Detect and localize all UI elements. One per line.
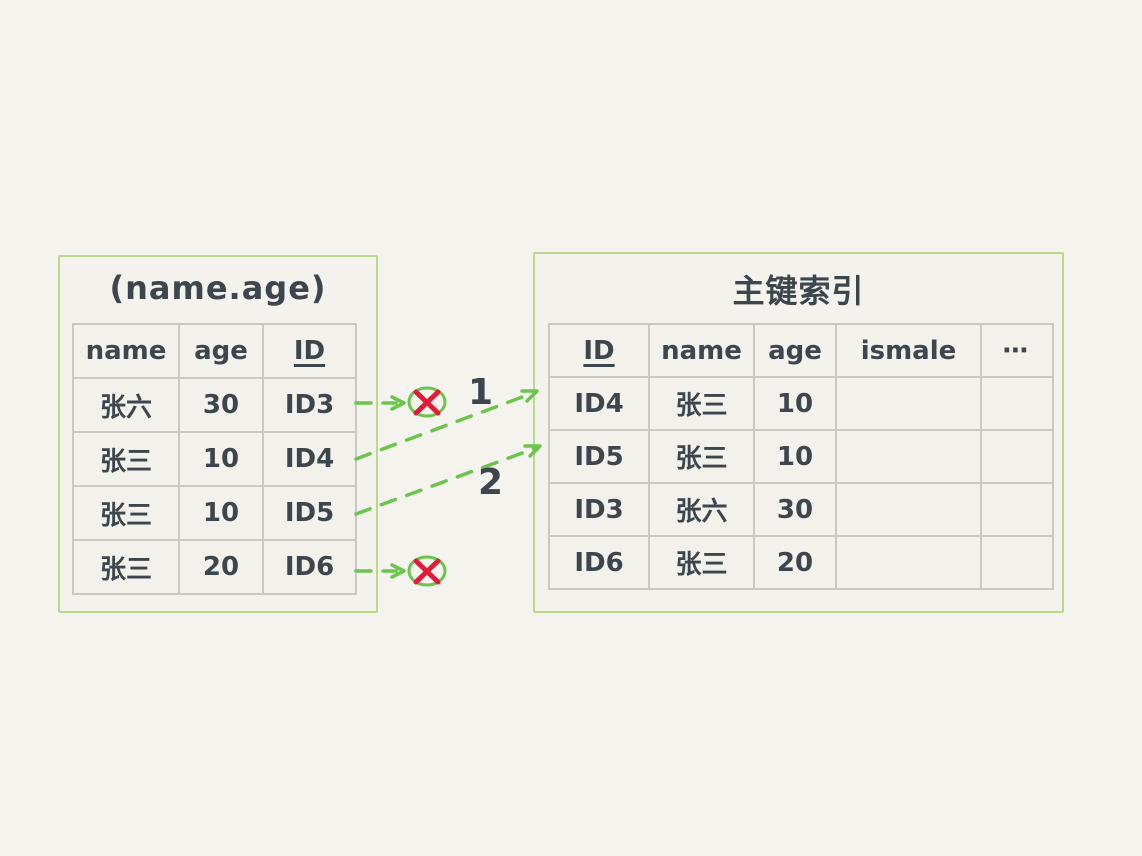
cell-id: ID6 — [548, 535, 650, 590]
cell-name: 张三 — [648, 376, 755, 431]
x-mark-icon — [407, 555, 447, 587]
cell-age: 10 — [753, 429, 837, 484]
table-row: ID5 张三 10 — [548, 429, 1054, 484]
cell-id: ID5 — [548, 429, 650, 484]
cell-age: 30 — [178, 377, 264, 433]
cell-id: ID3 — [262, 377, 357, 433]
cell-ismale — [835, 429, 982, 484]
col-header-id: ID — [548, 323, 650, 378]
cell-ismale — [835, 535, 982, 590]
cell-age: 10 — [178, 431, 264, 487]
cell-age: 10 — [178, 485, 264, 541]
cell-id: ID6 — [262, 539, 357, 595]
step-label-1: 1 — [468, 372, 494, 413]
col-header-id: ID — [262, 323, 357, 379]
cell-id: ID5 — [262, 485, 357, 541]
table-row: 张三 20 ID6 — [72, 539, 357, 595]
cell-age: 20 — [753, 535, 837, 590]
cell-age: 30 — [753, 482, 837, 537]
secondary-index-panel: (name.age) name age ID 张六 30 ID3 张三 — [58, 255, 378, 613]
step-label-2: 2 — [478, 462, 504, 503]
cell-ellipsis — [980, 535, 1054, 590]
cell-name: 张六 — [648, 482, 755, 537]
col-header-age: age — [753, 323, 837, 378]
cell-age: 20 — [178, 539, 264, 595]
cell-ismale — [835, 376, 982, 431]
table-row: 张三 10 ID4 — [72, 431, 357, 487]
cell-age: 10 — [753, 376, 837, 431]
primary-index-panel: 主键索引 ID name age ismale ⋯ ID4 张三 10 — [533, 252, 1064, 613]
left-table-title: (name.age) — [109, 269, 327, 307]
col-header-name: name — [72, 323, 180, 379]
col-header-ismale: ismale — [835, 323, 982, 378]
cell-id: ID4 — [548, 376, 650, 431]
col-header-ellipsis: ⋯ — [980, 323, 1054, 378]
dashed-arrow-id5 — [354, 444, 542, 516]
dashed-arrow-id4 — [354, 389, 539, 461]
table-row: ID4 张三 10 — [548, 376, 1054, 431]
cell-ellipsis — [980, 376, 1054, 431]
primary-index-table: ID name age ismale ⋯ ID4 张三 10 ID5 张三 — [548, 323, 1054, 590]
cell-ellipsis — [980, 482, 1054, 537]
cell-name: 张三 — [72, 539, 180, 595]
cell-id: ID3 — [548, 482, 650, 537]
table-row: ID6 张三 20 — [548, 535, 1054, 590]
header-row: ID name age ismale ⋯ — [548, 323, 1054, 378]
header-row: name age ID — [72, 323, 357, 379]
table-row: ID3 张六 30 — [548, 482, 1054, 537]
cell-ismale — [835, 482, 982, 537]
table-row: 张六 30 ID3 — [72, 377, 357, 433]
table-row: 张三 10 ID5 — [72, 485, 357, 541]
secondary-index-table: name age ID 张六 30 ID3 张三 10 ID4 张三 — [72, 323, 357, 595]
cell-name: 张六 — [72, 377, 180, 433]
col-header-age: age — [178, 323, 264, 379]
cell-name: 张三 — [648, 429, 755, 484]
x-mark-icon — [407, 386, 447, 418]
col-header-name: name — [648, 323, 755, 378]
cell-ellipsis — [980, 429, 1054, 484]
cell-name: 张三 — [72, 485, 180, 541]
cell-name: 张三 — [72, 431, 180, 487]
cell-name: 张三 — [648, 535, 755, 590]
right-table-title: 主键索引 — [732, 272, 865, 310]
cell-id: ID4 — [262, 431, 357, 487]
